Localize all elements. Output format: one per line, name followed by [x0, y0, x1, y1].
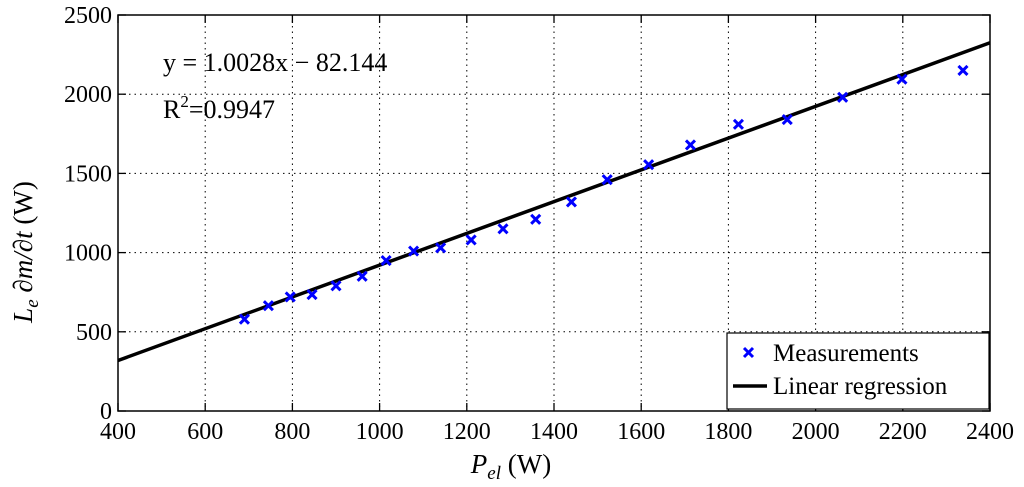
x-tick-label-600: 600 [187, 419, 223, 445]
measurement-point-0 [238, 313, 251, 325]
measurement-point-6 [380, 254, 392, 267]
measurement-point-9 [465, 234, 477, 246]
y-axis-label-unit: (W) [8, 181, 38, 231]
measurement-point-13 [601, 174, 613, 186]
measurement-point-5 [356, 270, 368, 282]
x-tick-label-1400: 1400 [530, 419, 578, 445]
y-tick-label-1500: 1500 [64, 161, 112, 187]
measurement-point-15 [684, 139, 697, 151]
legend-box [726, 332, 990, 410]
regression-equation: y = 1.0028x − 82.144 [163, 48, 387, 77]
y-tick-label-500: 500 [76, 320, 112, 346]
plot-series [117, 41, 991, 363]
y-axis-label-main: L [8, 308, 38, 324]
x-axis-label: Pel (W) [470, 449, 551, 484]
y-tick-label-0: 0 [100, 399, 112, 425]
x-tick-label-2200: 2200 [879, 419, 927, 445]
x-axis-label-unit: (W) [501, 449, 551, 479]
measurement-point-12 [565, 196, 578, 208]
y-axis-label-rest: ∂m/∂t [8, 230, 38, 299]
x-tick-label-2000: 2000 [792, 419, 840, 445]
measurement-point-7 [408, 245, 420, 257]
legend-marker-measurements [742, 346, 755, 359]
x-axis-label-main: P [470, 449, 488, 479]
measurement-point-19 [896, 73, 908, 85]
x-tick-label-1200: 1200 [443, 419, 491, 445]
measurement-point-20 [957, 64, 969, 77]
legend-label-regression: Linear regression [773, 373, 948, 400]
axes [117, 14, 991, 412]
measurement-point-4 [330, 280, 342, 292]
measurement-point-16 [732, 118, 744, 130]
x-tick-label-1000: 1000 [356, 419, 404, 445]
measurement-point-10 [497, 223, 509, 235]
y-tick-label-2500: 2500 [64, 3, 112, 29]
measurement-point-1 [262, 300, 274, 312]
r-squared-value: =0.9947 [189, 95, 275, 124]
y-axis-label: Le ∂m/∂t (W) [8, 181, 43, 324]
x-tick-label-800: 800 [274, 419, 310, 445]
x-tick-label-400: 400 [100, 419, 136, 445]
measurement-point-14 [643, 159, 655, 171]
r-squared-superscript: 2 [180, 92, 189, 111]
x-tick-label-2400: 2400 [966, 419, 1014, 445]
measurement-point-18 [837, 91, 849, 103]
legend-label-measurements: Measurements [773, 340, 919, 367]
y-tick-label-2000: 2000 [64, 82, 112, 108]
y-tick-label-1000: 1000 [64, 241, 112, 267]
x-tick-label-1600: 1600 [617, 419, 665, 445]
r-squared-prefix: R [163, 95, 181, 124]
measurement-point-11 [530, 213, 542, 225]
measurement-point-2 [284, 291, 296, 303]
measurement-point-3 [306, 289, 318, 301]
legend: Measurements Linear regression [726, 332, 990, 410]
y-axis-label-sub: e [22, 299, 43, 307]
measurement-point-8 [435, 242, 447, 254]
x-tick-label-1800: 1800 [704, 419, 752, 445]
measurement-point-17 [781, 113, 793, 126]
r-squared-annotation: R2=0.9947 [163, 92, 275, 124]
x-axis-label-sub: el [487, 463, 501, 484]
tick-labels: 400 600 800 1000 1200 1400 1600 1800 2000 2200 240… [64, 3, 1014, 445]
